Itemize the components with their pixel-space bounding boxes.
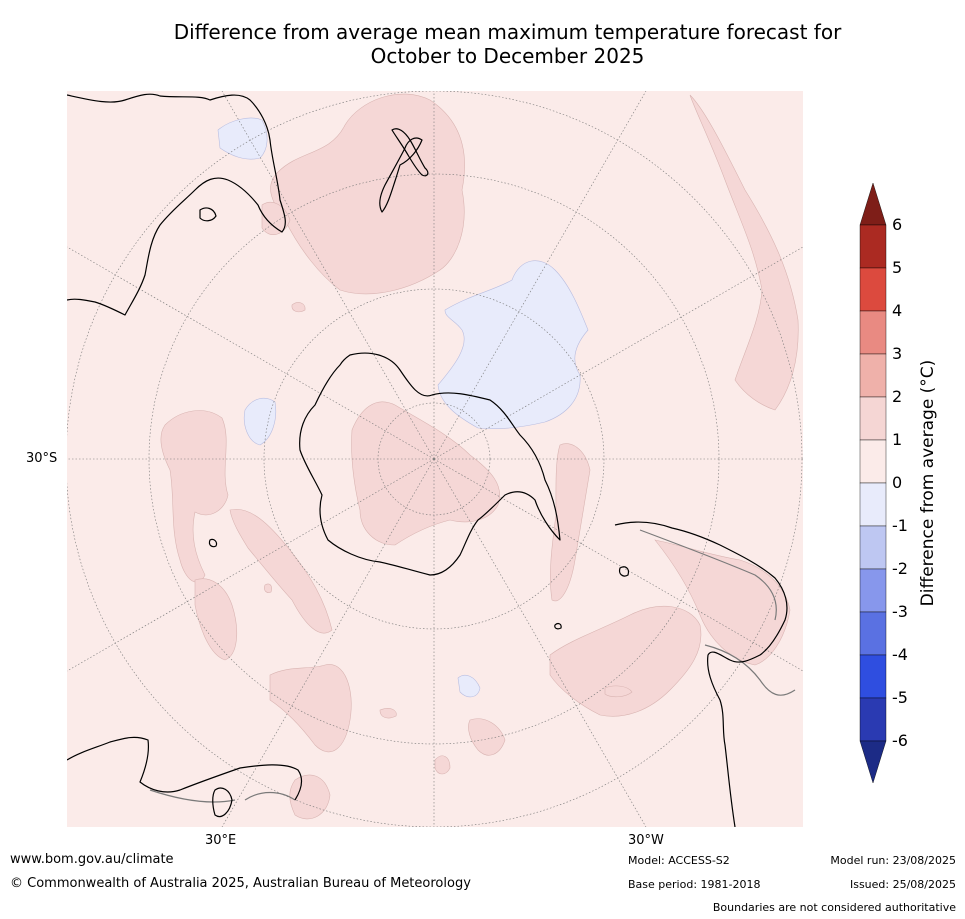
footer-base-period: Base period: 1981-2018	[628, 878, 761, 891]
warm-region-indian-south	[229, 508, 333, 634]
colorbar-tick-label: 3	[892, 344, 903, 363]
warm-region-south-3	[468, 718, 506, 756]
map-panel	[67, 91, 803, 827]
warm-anomaly-regions	[160, 93, 799, 820]
border-south-america-1	[639, 529, 777, 621]
colorbar-bin-2	[859, 267, 887, 312]
footer-url: www.bom.gov.au/climate	[10, 852, 174, 867]
coast-antarctica	[299, 352, 561, 576]
cool-region-australia	[217, 117, 268, 160]
warm-region-small-2	[264, 583, 272, 593]
warm-region-atlantic	[549, 605, 702, 717]
colorbar-bin-12	[859, 697, 887, 742]
coast-south-georgia	[554, 622, 562, 630]
title-line-2: October to December 2025	[370, 44, 645, 68]
warm-region-tasman	[270, 93, 465, 295]
coast-new-zealand-north	[391, 128, 429, 177]
footer-disclaimer: Boundaries are not considered authoritat…	[712, 901, 956, 914]
coast-australia	[67, 93, 286, 316]
coast-new-zealand-south	[379, 137, 423, 213]
warm-region-east-band	[689, 94, 799, 411]
colorbar-bin-8	[859, 525, 887, 570]
coastlines	[67, 93, 788, 827]
warm-region-small-1	[291, 302, 306, 313]
colorbar-tick-label: -5	[892, 688, 908, 707]
warm-region-south	[269, 664, 352, 753]
lat-label-30s: 30°S	[26, 451, 58, 466]
border-africa-1	[149, 789, 236, 803]
colorbar-extend-low	[859, 740, 887, 784]
colorbar-bin-4	[859, 353, 887, 398]
cool-region-pacific	[437, 260, 589, 430]
colorbar-bin-1	[859, 224, 887, 269]
colorbar-extend-high	[859, 182, 887, 226]
coast-madagascar	[212, 787, 233, 818]
colorbar-bin-3	[859, 310, 887, 355]
cool-anomaly-regions	[217, 117, 589, 698]
cool-region-south	[457, 675, 481, 698]
cool-region-indian	[243, 397, 277, 446]
colorbar-bin-7	[859, 482, 887, 527]
colorbar-title: Difference from average (°C)	[918, 359, 938, 607]
coast-south-america	[614, 521, 788, 827]
border-south-america-2	[704, 644, 796, 696]
colorbar-tick-label: -6	[892, 731, 908, 750]
warm-region-central	[351, 401, 500, 546]
country-borders	[149, 529, 796, 803]
colorbar-bin-10	[859, 611, 887, 656]
coast-tasmania	[199, 207, 217, 222]
colorbar-tick-label: 2	[892, 387, 903, 406]
colorbar-tick-label: -3	[892, 602, 908, 621]
warm-region-atlantic-2	[604, 685, 633, 698]
colorbar-tick-label: 4	[892, 301, 903, 320]
colorbar-tick-label: -4	[892, 645, 908, 664]
colorbar-bins	[859, 182, 887, 784]
coast-kerguelen	[208, 538, 218, 548]
colorbar-tick-label: 5	[892, 258, 903, 277]
colorbar-bin-6	[859, 439, 887, 484]
footer-model-run: Model run: 23/08/2025	[830, 854, 956, 867]
warm-region-south-4	[379, 708, 397, 719]
coast-falklands	[618, 566, 630, 577]
footer-model: Model: ACCESS-S2	[628, 854, 730, 867]
coast-africa	[67, 736, 303, 801]
colorbar-tick-label: -2	[892, 559, 908, 578]
colorbar-tick-label: 6	[892, 215, 903, 234]
footer-copyright: © Commonwealth of Australia 2025, Austra…	[10, 876, 471, 891]
warm-region-south-small	[434, 755, 451, 775]
colorbar	[859, 182, 887, 784]
footer-issued: Issued: 25/08/2025	[849, 878, 956, 891]
colorbar-bin-9	[859, 568, 887, 613]
warm-region-drake	[550, 443, 591, 602]
title-line-1: Difference from average mean maximum tem…	[173, 20, 842, 44]
map-title: Difference from average mean maximum tem…	[60, 20, 955, 68]
border-africa-2	[244, 791, 296, 801]
warm-region-indian	[160, 410, 229, 583]
colorbar-tick-label: 0	[892, 473, 903, 492]
colorbar-bin-5	[859, 396, 887, 441]
warm-region-south-2	[289, 774, 331, 820]
lon-label-30w: 30°W	[628, 833, 664, 848]
warm-region-south-america	[654, 539, 791, 666]
colorbar-tick-label: -1	[892, 516, 908, 535]
colorbar-bin-11	[859, 654, 887, 699]
colorbar-tick-label: 1	[892, 430, 903, 449]
warm-region-indian-band	[194, 578, 237, 661]
lon-label-30e: 30°E	[205, 833, 237, 848]
